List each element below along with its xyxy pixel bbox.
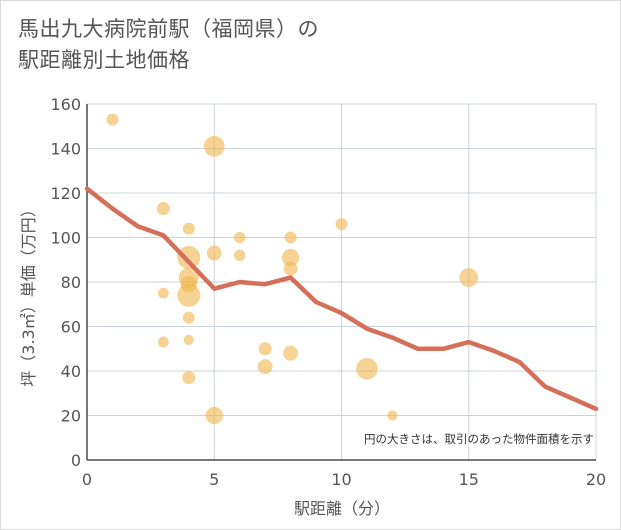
y-tick-label: 60 bbox=[61, 318, 81, 337]
bubble-point bbox=[157, 336, 169, 348]
chart-note: 円の大きさは、取引のあった物件面積を示す bbox=[364, 432, 594, 446]
x-axis-label: 駅距離（分） bbox=[294, 499, 390, 518]
y-tick-label: 140 bbox=[50, 140, 81, 159]
bubble-point bbox=[205, 406, 223, 425]
x-axis-ticks: 0 5 10 15 20 bbox=[82, 470, 606, 489]
bubble-point bbox=[233, 249, 246, 262]
bubble-point bbox=[335, 218, 348, 231]
y-tick-label: 100 bbox=[50, 229, 81, 248]
y-tick-label: 0 bbox=[71, 451, 81, 470]
y-tick-label: 160 bbox=[50, 95, 81, 114]
bubble-point bbox=[283, 261, 298, 276]
y-tick-label: 80 bbox=[61, 273, 81, 292]
bubble-point bbox=[182, 311, 195, 324]
x-tick-label: 5 bbox=[209, 470, 219, 489]
bubble-point bbox=[284, 231, 297, 244]
bubble-point bbox=[157, 287, 169, 299]
bubble-point bbox=[459, 268, 479, 287]
chart-title-line1: 馬出九大病院前駅（福岡県）の bbox=[18, 17, 319, 41]
x-tick-label: 10 bbox=[331, 470, 351, 489]
y-tick-label: 40 bbox=[61, 362, 81, 381]
bubble-point bbox=[203, 135, 225, 157]
y-axis-label: 坪（3.3㎡）単価（万円） bbox=[19, 201, 38, 386]
trend-series bbox=[84, 186, 599, 412]
bubble-point bbox=[387, 410, 398, 421]
bubble-point bbox=[257, 359, 273, 375]
y-axis-ticks: 0 20 40 60 80 100 120 140 160 bbox=[50, 95, 81, 470]
bubble-point bbox=[258, 342, 272, 356]
bubble-point bbox=[177, 283, 201, 307]
y-tick-label: 20 bbox=[61, 407, 81, 426]
x-tick-label: 20 bbox=[586, 470, 606, 489]
trend-line bbox=[84, 186, 599, 412]
bubble-point bbox=[106, 113, 119, 126]
bubble-point bbox=[156, 202, 170, 216]
chart-title: 馬出九大病院前駅（福岡県）の 駅距離別土地価格 bbox=[18, 14, 319, 76]
grid-lines bbox=[86, 103, 597, 461]
bubble-point bbox=[356, 357, 378, 380]
bubble-point bbox=[283, 345, 299, 361]
bubble-point bbox=[182, 371, 196, 385]
bubble-point bbox=[182, 222, 195, 235]
bubble-point bbox=[206, 245, 222, 261]
bubble-series bbox=[106, 113, 479, 425]
chart-title-line2: 駅距離別土地価格 bbox=[18, 48, 190, 72]
bubble-point bbox=[177, 246, 201, 270]
bubble-point bbox=[183, 334, 194, 345]
y-tick-label: 120 bbox=[50, 184, 81, 203]
bubble-point bbox=[233, 231, 246, 244]
bubble-point bbox=[281, 248, 300, 267]
x-tick-label: 0 bbox=[82, 470, 92, 489]
x-tick-label: 15 bbox=[459, 470, 479, 489]
